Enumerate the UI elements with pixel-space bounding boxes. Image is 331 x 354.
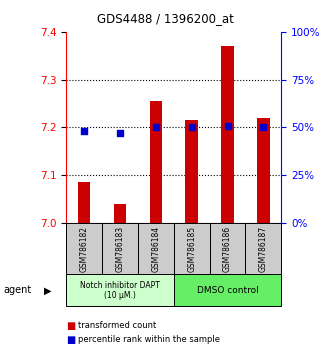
Bar — [210, 223, 246, 274]
Text: GSM786187: GSM786187 — [259, 225, 268, 272]
Point — [225, 123, 230, 129]
Bar — [174, 274, 281, 306]
Text: GSM786184: GSM786184 — [151, 225, 160, 272]
Bar — [185, 120, 198, 223]
Text: percentile rank within the sample: percentile rank within the sample — [78, 335, 220, 344]
Bar — [150, 101, 162, 223]
Bar — [138, 223, 174, 274]
Bar — [66, 274, 174, 306]
Point — [117, 130, 122, 136]
Text: GDS4488 / 1396200_at: GDS4488 / 1396200_at — [97, 12, 234, 25]
Text: GSM786182: GSM786182 — [80, 226, 89, 272]
Text: GSM786185: GSM786185 — [187, 225, 196, 272]
Text: ■: ■ — [66, 321, 75, 331]
Text: transformed count: transformed count — [78, 321, 156, 330]
Text: DMSO control: DMSO control — [197, 286, 259, 295]
Text: ▶: ▶ — [44, 285, 52, 295]
Text: GSM786183: GSM786183 — [116, 225, 124, 272]
Point — [81, 129, 87, 134]
Point — [261, 125, 266, 130]
Text: agent: agent — [3, 285, 31, 295]
Bar — [66, 223, 102, 274]
Bar — [174, 223, 210, 274]
Text: GSM786186: GSM786186 — [223, 225, 232, 272]
Bar — [246, 223, 281, 274]
Text: ■: ■ — [66, 335, 75, 345]
Bar — [257, 118, 270, 223]
Point — [153, 125, 159, 130]
Bar — [78, 182, 90, 223]
Point — [189, 125, 194, 130]
Text: Notch inhibitor DAPT
(10 μM.): Notch inhibitor DAPT (10 μM.) — [80, 281, 160, 300]
Bar — [102, 223, 138, 274]
Bar — [221, 46, 234, 223]
Bar — [114, 204, 126, 223]
